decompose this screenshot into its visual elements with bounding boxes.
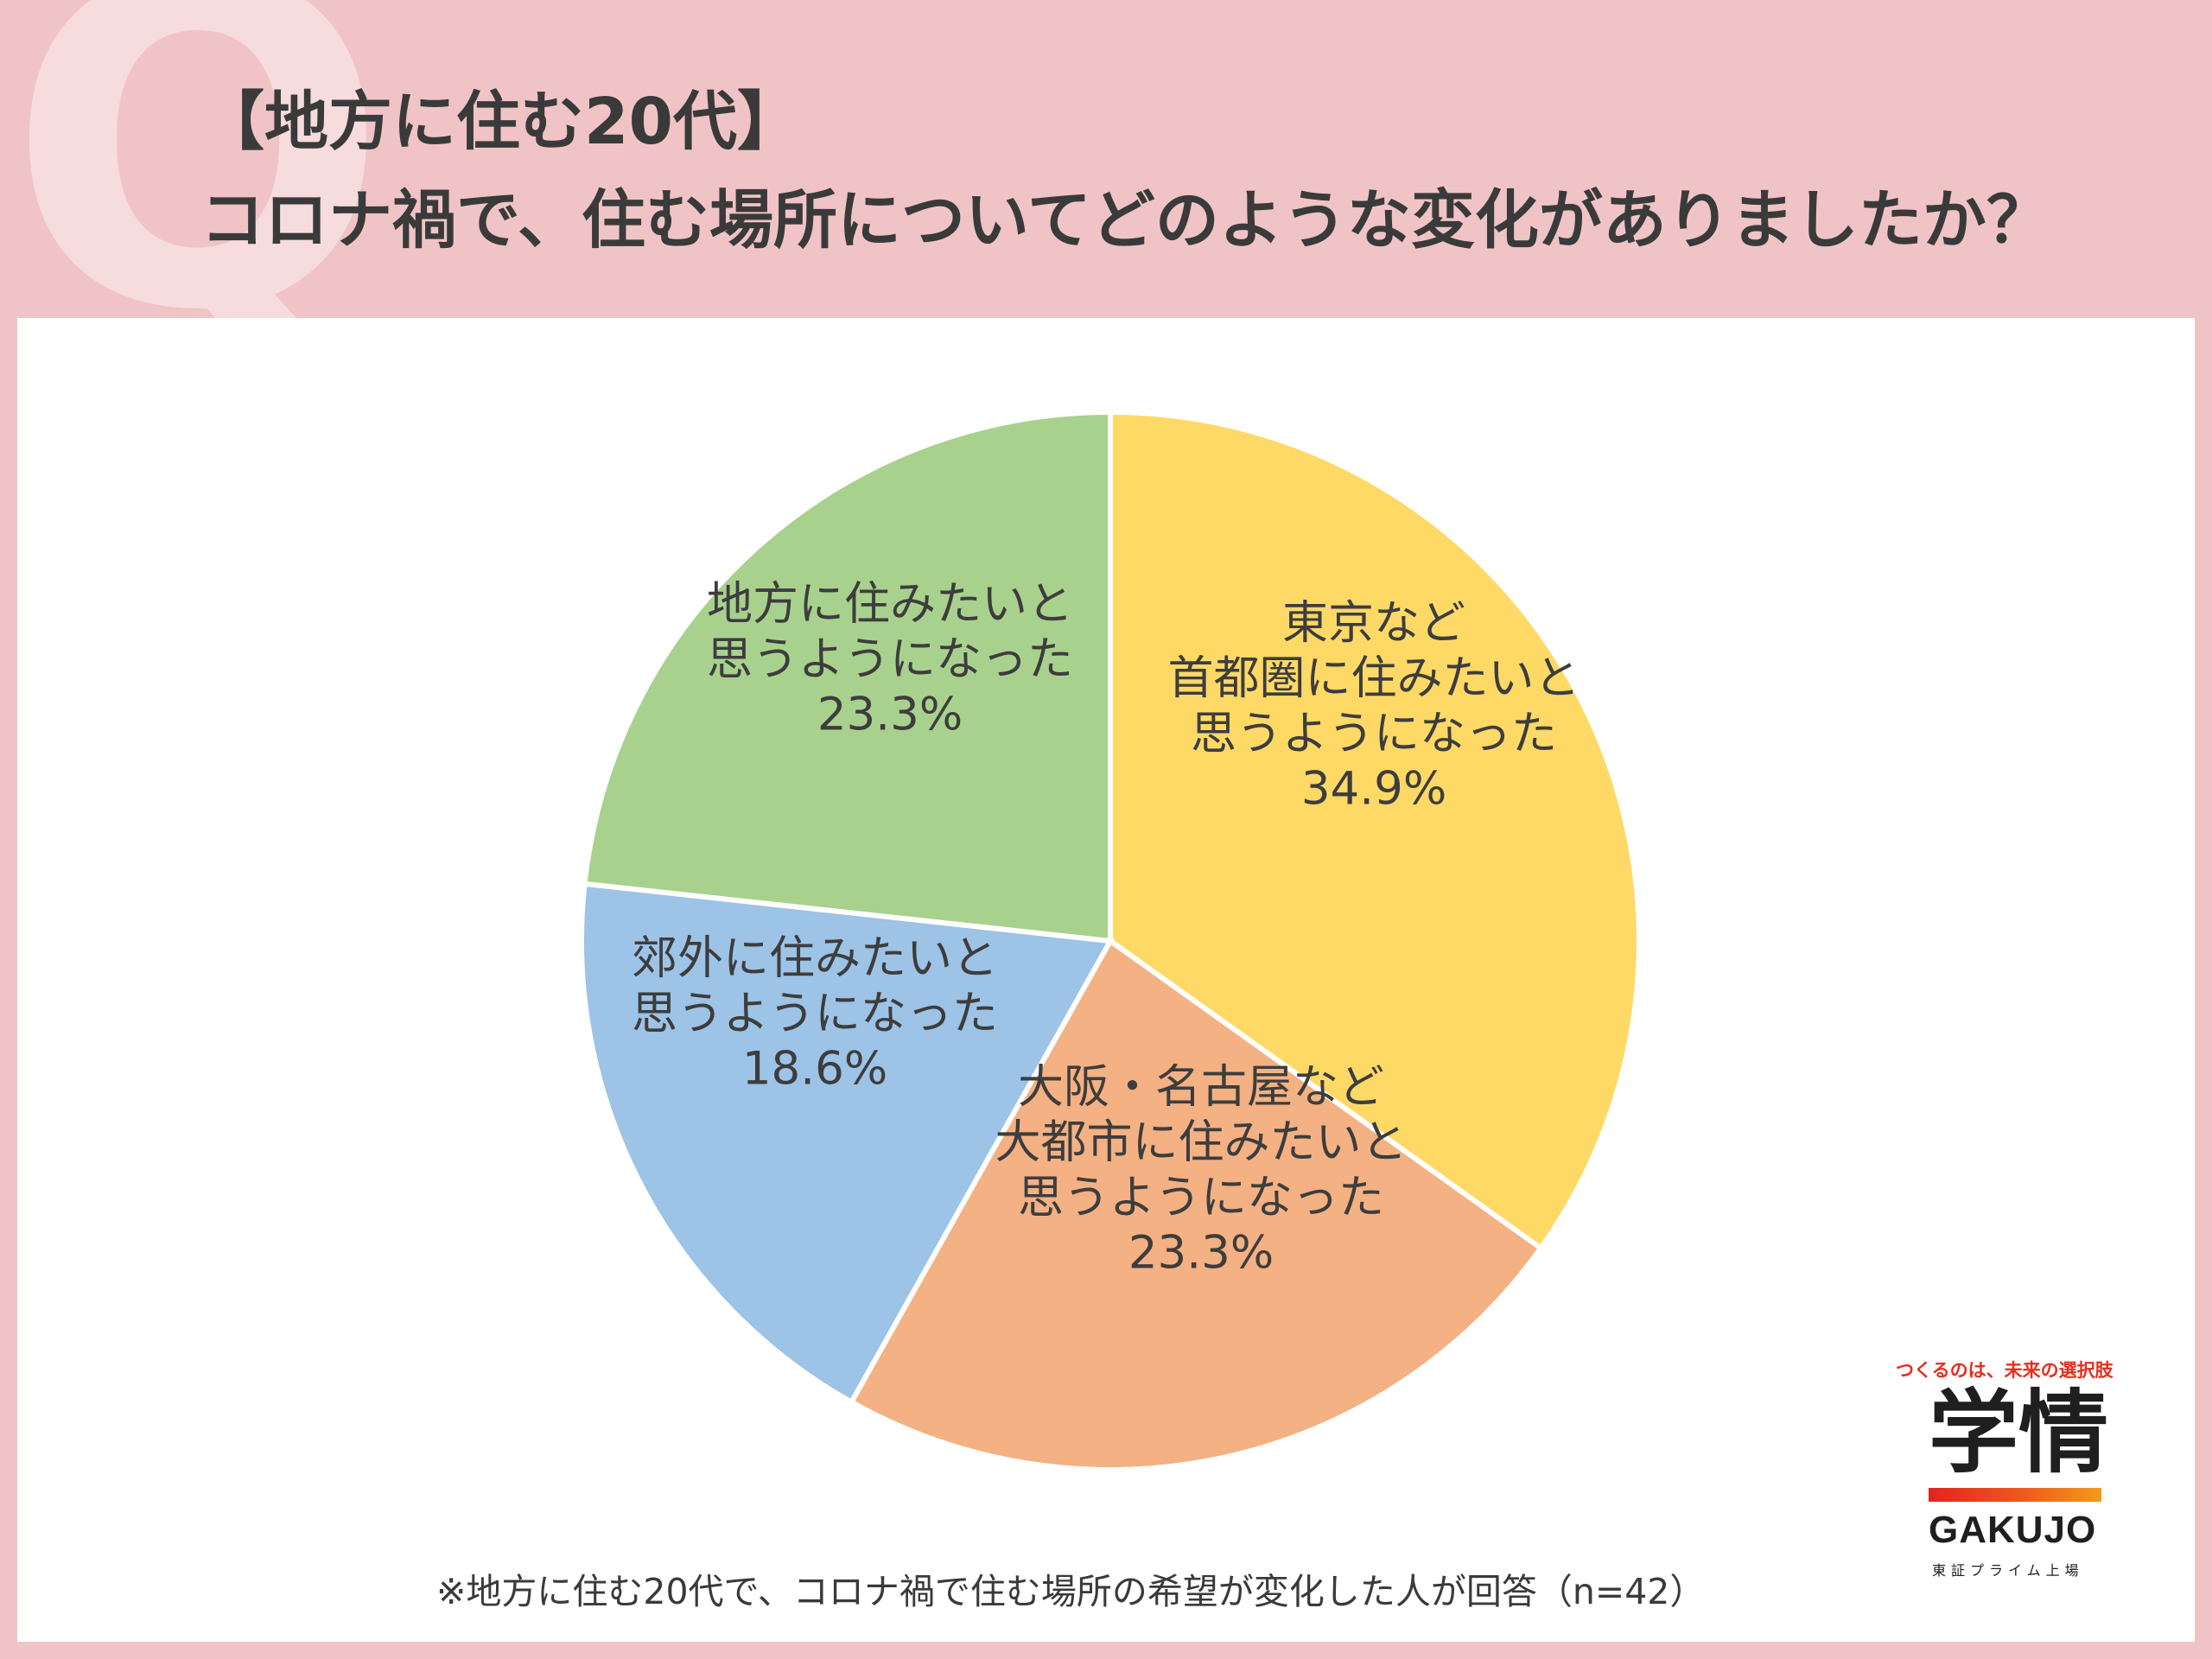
slice-3-category-label: 思うようになった [632,988,998,1040]
slice-2-category-label: 思うようになった [1018,1172,1384,1224]
slice-4-value-label: 23.3% [817,689,963,741]
footnote: ※地方に住む20代で、コロナ禍で住む場所の希望が変化した人が回答（n=42） [436,1571,1706,1612]
slice-4-category-label: 地方に住みたいと [707,578,1073,631]
pie-slice-3 [579,880,1115,1406]
slice-1-category-label: 首都圏に住みたいと [1168,652,1580,705]
slice-1-value-label: 34.9% [1301,763,1446,816]
gakujo-logo: つくるのは、未来の選択肢 学情 GAKUJO 東証プライム上場 [1884,1357,2126,1590]
q-watermark: Q [7,0,390,409]
slice-2-category-label: 大阪・名古屋など [1018,1061,1384,1114]
page-title-question: コロナ禍で、住む場所についてどのような変化がありましたか？ [200,183,2050,257]
slice-4-category-label: 思うようになった [707,633,1073,686]
slice-3-category-label: 郊外に住みたいと [632,932,998,985]
slice-1-category-label: 東京など [1282,597,1465,650]
pie-slice-4 [582,409,1113,944]
logo-wordmark: 学情 [1929,1380,2109,1485]
page-title-tag: 【地方に住む20代】 [200,85,801,159]
logo-accent-bar [1929,1488,2101,1502]
slice-2-category-label: 大都市に住みたいと [995,1116,1408,1169]
slice-3-value-label: 18.6% [742,1043,887,1096]
logo-subtitle: 東証プライム上場 [1932,1562,2084,1579]
pie-slice-2 [848,937,1545,1472]
pie-slice-1 [1108,409,1642,1252]
logo-tagline: つくるのは、未来の選択肢 [1896,1360,2113,1381]
slice-1-category-label: 思うようになった [1191,708,1557,760]
slice-2-value-label: 23.3% [1128,1227,1274,1280]
logo-english: GAKUJO [1929,1509,2097,1551]
